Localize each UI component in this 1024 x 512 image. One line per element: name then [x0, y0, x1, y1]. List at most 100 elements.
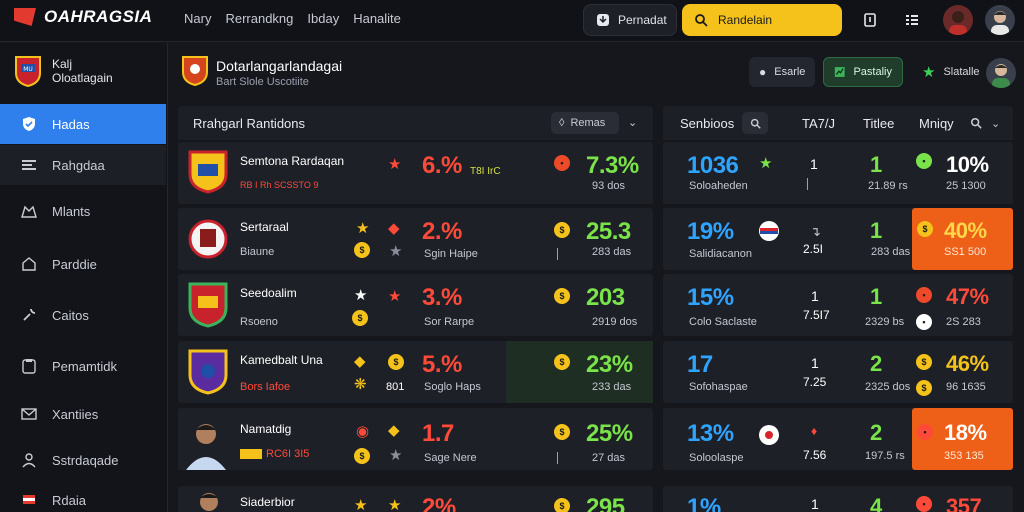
player-photo	[200, 493, 218, 511]
sidebar-item-caitos[interactable]: Caitos	[0, 295, 166, 335]
flag-badge-icon	[759, 425, 779, 445]
sidebar-item-label: Sstrdaqade	[52, 452, 119, 468]
team-name: Seedoalim	[240, 286, 297, 300]
sidebar-item-parddie[interactable]: Parddie	[0, 244, 166, 284]
search-icon[interactable]	[970, 117, 982, 129]
status-dot-icon: •	[916, 287, 932, 303]
sidebar-item-label: Xantiies	[52, 406, 99, 422]
coin-icon: $	[916, 354, 932, 370]
star-icon: ★	[388, 497, 402, 512]
divider	[807, 178, 808, 190]
score-sub: 283 das	[592, 246, 632, 258]
team-meta: Bors Iafoe	[240, 381, 291, 393]
sidebar-item-rahgdaa[interactable]: Rahgdaa	[0, 145, 166, 185]
table-row[interactable]: Kamedbalt Una Bors Iafoe ◆ ❋ $ 801 5.% S…	[178, 341, 653, 403]
home-icon	[20, 255, 38, 273]
bookmark-icon[interactable]	[860, 10, 880, 30]
column-search-button[interactable]	[742, 112, 768, 134]
col-header-mniqy[interactable]: Mniqy	[919, 115, 954, 131]
sidebar-item-sstrdaqade[interactable]: Sstrdaqade	[0, 440, 166, 480]
table-row[interactable]: Namatdig RC6I 3I5 ◉ $ ◆ ★ 1.7 Sage Nere …	[178, 408, 653, 470]
sidebar-item-xantiies[interactable]: Xantiies	[0, 394, 166, 434]
coin-icon: $	[354, 242, 370, 258]
slatalle-button[interactable]: ★ Slatalle	[912, 57, 984, 87]
sidebar-item-mlants[interactable]: Mlants	[0, 191, 166, 231]
team-name-line2: Oloatlagain	[52, 71, 113, 85]
table-row[interactable]: Siaderbior ★ ★ 2% $ 295	[178, 486, 653, 512]
col-header-senbioos[interactable]: Senbioos	[680, 115, 735, 131]
sidebar-item-pemamtidk[interactable]: Pemamtidk	[0, 346, 166, 386]
last-sub: SS1 500	[944, 246, 987, 258]
highlight-cell[interactable]: • 18% 353 135	[912, 408, 1013, 470]
brand-logo[interactable]: OAHRAGSIA	[14, 7, 152, 27]
score-value: 7.3%	[586, 152, 639, 179]
nav-link[interactable]: Nary	[184, 11, 212, 26]
stat-value: 15%	[687, 284, 734, 311]
search-button[interactable]: Randelain	[682, 4, 842, 36]
pastaliy-button[interactable]: Pastaliy	[823, 57, 903, 87]
star-icon: ★	[356, 220, 370, 237]
table-row[interactable]: Seedoalim Rsoeno ★ $ ★ 3.% Sor Rarpe $ 2…	[178, 274, 653, 336]
sidebar-item-hadas[interactable]: Hadas	[0, 104, 166, 144]
coin-icon: $	[554, 498, 570, 512]
stat-sub: Soloolaspe	[689, 452, 744, 464]
sidebar-item-rdaia[interactable]: Rdaia	[0, 488, 166, 512]
n2-sub: 283 das	[871, 246, 911, 258]
coin-icon: $	[917, 221, 933, 237]
table-row[interactable]: Semtona Rardaqan RB I Rh SCSSTO 9 ★ 6.% …	[178, 142, 653, 204]
filter-icon: ◊	[559, 117, 565, 129]
list-icon	[20, 156, 38, 174]
last-value: 10%	[946, 152, 989, 177]
page-title: Dotarlangarlandagai	[216, 58, 343, 74]
nav-link[interactable]: Ibday	[307, 11, 340, 26]
nav-link[interactable]: Hanalite	[353, 11, 401, 26]
nav-link[interactable]: Rerrandkng	[225, 11, 294, 26]
menu-grid-icon[interactable]	[902, 10, 922, 30]
n2-value: 1	[870, 152, 882, 177]
table-row[interactable]: 17 Sofohaspae 1 7.25 2 2325 dos $ $ 46% …	[663, 341, 1013, 403]
filter-dropdown[interactable]: ◊ Remas	[551, 112, 619, 134]
sidebar-item-label: Mlants	[52, 203, 91, 219]
team-name: Siaderbior	[240, 495, 295, 509]
header-crest-icon	[182, 56, 208, 86]
player-avatar[interactable]	[986, 58, 1016, 88]
percent-value: 2.%	[422, 218, 462, 245]
chevron-down-icon[interactable]: ⌄	[991, 117, 1001, 130]
table-row[interactable]: 1% 1 4 • 357	[663, 486, 1013, 512]
gear-icon: ❋	[354, 376, 367, 393]
chevron-down-icon[interactable]: ⌄	[628, 117, 638, 129]
user-avatar[interactable]	[985, 5, 1015, 35]
percent-value: 5.%	[422, 351, 462, 378]
highlight-cell[interactable]: $ 40% SS1 500	[912, 208, 1013, 270]
status-dot-icon: •	[916, 153, 932, 169]
avatar[interactable]	[943, 5, 973, 35]
col-header-titlee[interactable]: Titlee	[863, 115, 895, 131]
n1-value: 1	[810, 156, 818, 172]
table-row[interactable]: 15% Colo Saclaste 1 7.5I7 1 • 2329 bs • …	[663, 274, 1013, 336]
top-bar: OAHRAGSIA Nary Rerrandkng Ibday Hanalite…	[0, 0, 1024, 42]
n1-value: 1	[811, 288, 819, 304]
team-meta: RC6I 3I5	[266, 448, 310, 460]
alerts-button[interactable]: Pernadat	[583, 4, 677, 36]
n1-sub: 7.25	[803, 375, 827, 389]
star-icon: ★	[388, 156, 402, 173]
last-value: 47%	[946, 284, 989, 309]
col-header-ta7j[interactable]: TA7/J	[802, 115, 835, 131]
star-icon: ★	[389, 447, 403, 464]
slatalle-label: Slatalle	[943, 66, 980, 78]
table-row[interactable]: 1036 Soloaheden ★ 1 1 21.89 rs • 10% 25 …	[663, 142, 1013, 204]
score-value: 25%	[586, 420, 633, 447]
last-sub: 25 1300	[946, 180, 986, 192]
bell-icon	[597, 14, 609, 26]
stat-value: 13%	[687, 420, 734, 447]
table-row[interactable]: Sertaraal Biaune ★ $ ◆ ★ 2.% Sgin Haipe …	[178, 208, 653, 270]
stat-sub: Colo Saclaste	[689, 316, 757, 328]
shield-icon: ◆	[388, 220, 400, 237]
esarle-button[interactable]: ● Esarle	[749, 57, 815, 87]
trend-icon: ↴	[810, 224, 821, 239]
top-nav: Nary Rerrandkng Ibday Hanalite	[184, 11, 415, 26]
stadium-icon	[20, 202, 38, 220]
stat-value: 19%	[687, 218, 734, 245]
search-button-label: Randelain	[718, 13, 773, 27]
sidebar-team[interactable]: MU Kalj Oloatlagain	[14, 55, 113, 87]
